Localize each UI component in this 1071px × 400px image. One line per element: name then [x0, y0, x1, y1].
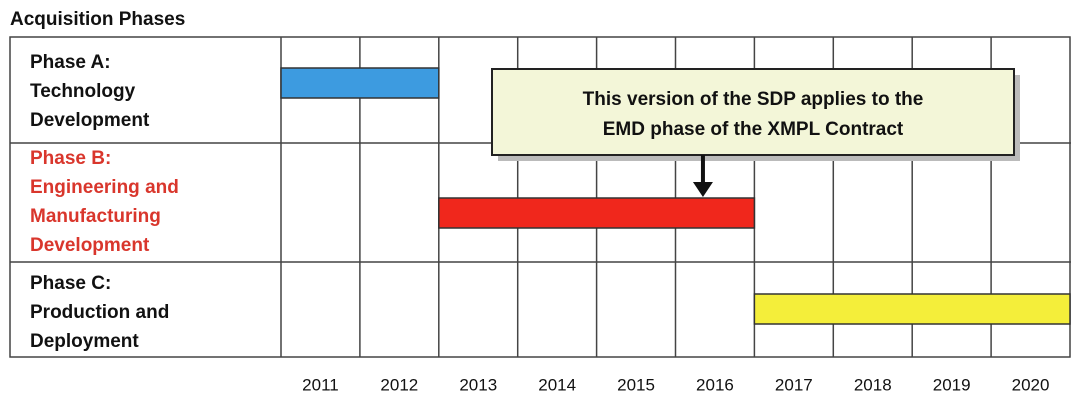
phase-label: Development — [30, 235, 150, 256]
chart-title: Acquisition Phases — [10, 9, 185, 30]
x-tick-label: 2019 — [933, 375, 971, 394]
x-tick-label: 2020 — [1012, 375, 1050, 394]
phase-label: Technology — [30, 81, 136, 102]
phase-label: Development — [30, 110, 150, 131]
callout-arrowhead — [692, 182, 713, 197]
x-tick-label: 2016 — [696, 375, 734, 394]
phase-bar — [753, 293, 1071, 325]
phase-label: Manufacturing — [30, 206, 161, 227]
callout-text: This version of the SDP applies to the — [583, 89, 924, 110]
x-tick-label: 2014 — [538, 375, 576, 394]
phase-label: Phase C: — [30, 273, 111, 294]
phase-bar — [280, 67, 440, 99]
phase-label: Production and — [30, 302, 169, 323]
phase-label: Deployment — [30, 331, 139, 352]
callout-text: EMD phase of the XMPL Contract — [603, 119, 904, 140]
x-tick-label: 2012 — [380, 375, 418, 394]
phase-label: Engineering and — [30, 177, 179, 198]
phase-label: Phase A: — [30, 52, 111, 73]
x-tick-label: 2015 — [617, 375, 655, 394]
x-tick-label: 2017 — [775, 375, 813, 394]
x-tick-label: 2013 — [459, 375, 497, 394]
phase-label: Phase B: — [30, 148, 111, 169]
x-tick-label: 2018 — [854, 375, 892, 394]
table-border — [9, 36, 1071, 358]
callout-box — [491, 68, 1015, 156]
phase-bar — [438, 197, 756, 229]
x-tick-label: 2011 — [302, 375, 339, 394]
